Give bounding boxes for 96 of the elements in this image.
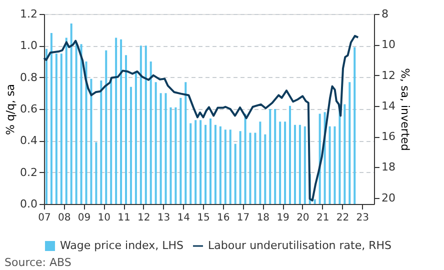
x-tick-label: 10 [98, 212, 111, 224]
bar [348, 82, 351, 204]
bar [298, 124, 301, 204]
bar [180, 98, 182, 204]
bar [314, 199, 316, 204]
bar [60, 54, 62, 204]
bar [150, 62, 152, 204]
y-tick-label: 0.0 [20, 198, 38, 210]
y2-tick-label: 18 [382, 160, 396, 174]
bar [234, 144, 236, 204]
x-tick-label: 18 [256, 212, 270, 224]
bar [125, 55, 128, 204]
bar [284, 122, 286, 204]
y2-tick-label: 20 [382, 191, 396, 204]
x-tick-label: 08 [58, 212, 71, 224]
bar [120, 39, 122, 204]
bar [264, 134, 266, 204]
bar [214, 124, 216, 204]
bar [219, 126, 222, 204]
y-tick-label: 1.2 [20, 8, 38, 20]
x-tick-label: 09 [78, 212, 91, 224]
legend-label: Labour underutilisation rate, RHS [208, 239, 392, 252]
bar [80, 44, 82, 204]
bar [224, 130, 226, 204]
x-tick-label: 12 [138, 212, 150, 224]
bar [95, 142, 98, 204]
bar [55, 54, 58, 204]
x-tick-label: 07 [38, 212, 51, 224]
bar [75, 42, 78, 204]
bar [100, 80, 102, 204]
bar [154, 82, 157, 204]
bar [259, 122, 262, 204]
x-tick-label: 14 [177, 212, 190, 224]
bar [239, 131, 242, 204]
y2-tick-label: 10 [382, 38, 396, 52]
x-tick-label: 23 [356, 212, 369, 224]
bar [134, 72, 137, 204]
bar [190, 123, 192, 204]
bar [105, 50, 108, 204]
bar [204, 124, 207, 204]
bar [90, 78, 92, 204]
legend-label: Wage price index, LHS [60, 239, 184, 252]
bar [269, 109, 272, 204]
y-tick-label: 0.6 [20, 102, 38, 116]
y2-axis-title: %, sa, inverted [398, 68, 412, 151]
line-series [43, 34, 360, 202]
bar [209, 118, 212, 204]
bar [194, 120, 197, 204]
bar [304, 126, 306, 204]
bar [170, 107, 172, 204]
bar [274, 109, 276, 204]
bar [184, 82, 187, 204]
bar [328, 126, 331, 204]
bar [50, 33, 52, 204]
y2-tick-label: 8 [382, 8, 388, 20]
bar [244, 114, 246, 204]
bar [45, 48, 48, 204]
y-tick-label: 0.4 [20, 134, 38, 148]
bar [294, 124, 296, 204]
bar [354, 47, 356, 204]
bar [334, 126, 336, 204]
bar [85, 62, 88, 204]
x-tick-label: 16 [217, 212, 230, 224]
bar [254, 132, 256, 204]
y-tick-label: 0.8 [20, 70, 38, 84]
y2-tick-label: 14 [382, 99, 396, 112]
x-tick-label: 22 [336, 212, 350, 224]
bar [130, 86, 132, 204]
bar [279, 122, 282, 204]
x-tick-label: 19 [276, 212, 290, 224]
x-tick-label: 20 [296, 212, 310, 224]
x-tick-label: 13 [157, 212, 170, 224]
bar [200, 120, 202, 204]
bar [144, 46, 147, 204]
x-tick-label: 11 [118, 212, 130, 224]
x-tick-label: 17 [236, 212, 250, 224]
bar [229, 130, 232, 204]
bar [344, 104, 346, 204]
x-tick-label: 15 [197, 212, 210, 224]
bar [164, 93, 167, 204]
y2-tick-label: 12 [382, 68, 396, 82]
bar [115, 38, 118, 204]
bar [140, 46, 142, 204]
y2-tick-label: 16 [382, 130, 396, 144]
x-tick-label: 21 [316, 212, 330, 224]
y-tick-label: 0.2 [20, 166, 38, 179]
bar [289, 106, 292, 204]
bar [65, 38, 68, 204]
bar [160, 93, 162, 204]
y-axis-title: % q/q, sa [4, 84, 18, 136]
bar [70, 24, 72, 204]
source-note: Source: ABS [4, 256, 72, 269]
bar [249, 132, 252, 204]
bar [110, 77, 112, 204]
y-tick-label: 1.0 [20, 39, 38, 52]
bar [174, 107, 177, 204]
